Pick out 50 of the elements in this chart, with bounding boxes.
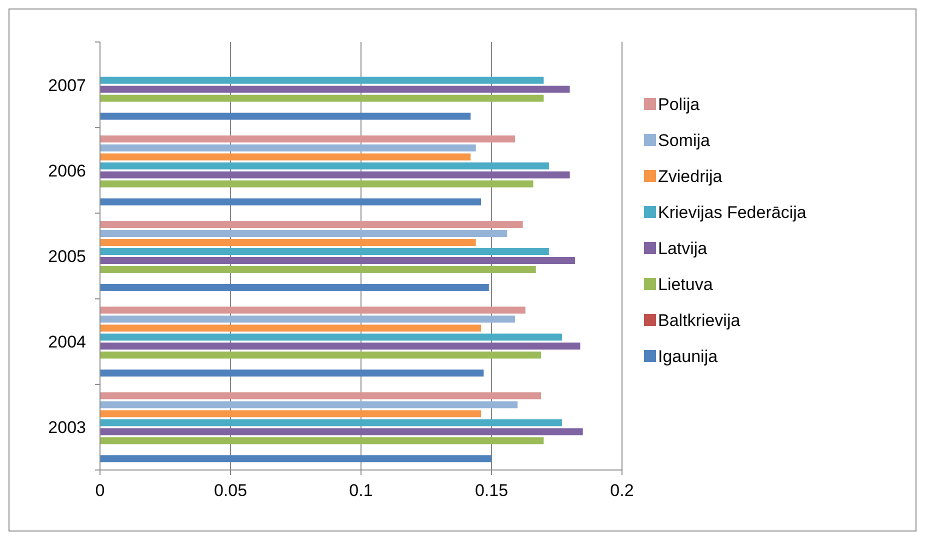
bar: [100, 455, 492, 462]
bar: [100, 352, 542, 359]
bar: [100, 198, 482, 206]
bar: [100, 153, 471, 160]
y-tick-label: 2005: [48, 247, 86, 266]
y-tick-label: 2003: [48, 418, 86, 438]
x-tick-label: 0: [95, 481, 105, 500]
bar: [100, 94, 544, 102]
bar: [100, 221, 523, 228]
legend-label: Latvija: [658, 239, 708, 258]
legend-label: Lietuva: [658, 275, 714, 294]
legend-label: Polija: [658, 95, 700, 114]
x-tick-label: 0.05: [214, 481, 248, 500]
legend-label: Zviedrija: [658, 167, 723, 186]
bar: [100, 410, 482, 418]
bar: [100, 266, 536, 273]
bar: [100, 392, 542, 400]
bar: [100, 437, 544, 444]
bar: [100, 342, 580, 350]
bar: [100, 334, 562, 341]
bar: [100, 162, 549, 170]
bar: [100, 419, 562, 426]
legend-label: Igaunija: [658, 347, 718, 366]
bar: [100, 401, 518, 408]
bar: [100, 135, 515, 142]
bar: [100, 428, 583, 436]
bar: [100, 370, 484, 377]
bar: [100, 257, 576, 264]
legend-label: Somija: [658, 131, 711, 150]
y-tick-label: 2004: [48, 332, 86, 352]
bar: [100, 306, 526, 314]
bar: [100, 180, 534, 188]
bar: [100, 112, 471, 120]
legend-label: Baltkrievija: [658, 311, 741, 330]
bar: [100, 324, 482, 332]
y-tick-label: 2007: [48, 76, 86, 95]
x-tick-label: 0.15: [474, 481, 508, 500]
bar: [100, 284, 489, 291]
bar: [100, 86, 570, 93]
bar: [100, 248, 549, 255]
legend-label: Krievijas Federācija: [658, 203, 807, 222]
bar: [100, 230, 508, 238]
bar: [100, 144, 476, 152]
bar: [100, 171, 570, 178]
x-tick-label: 0.2: [610, 481, 634, 500]
bar: [100, 316, 515, 323]
bar: [100, 76, 544, 84]
bar: [100, 239, 476, 246]
y-tick-label: 2006: [48, 161, 86, 180]
x-tick-label: 0.1: [349, 481, 373, 500]
